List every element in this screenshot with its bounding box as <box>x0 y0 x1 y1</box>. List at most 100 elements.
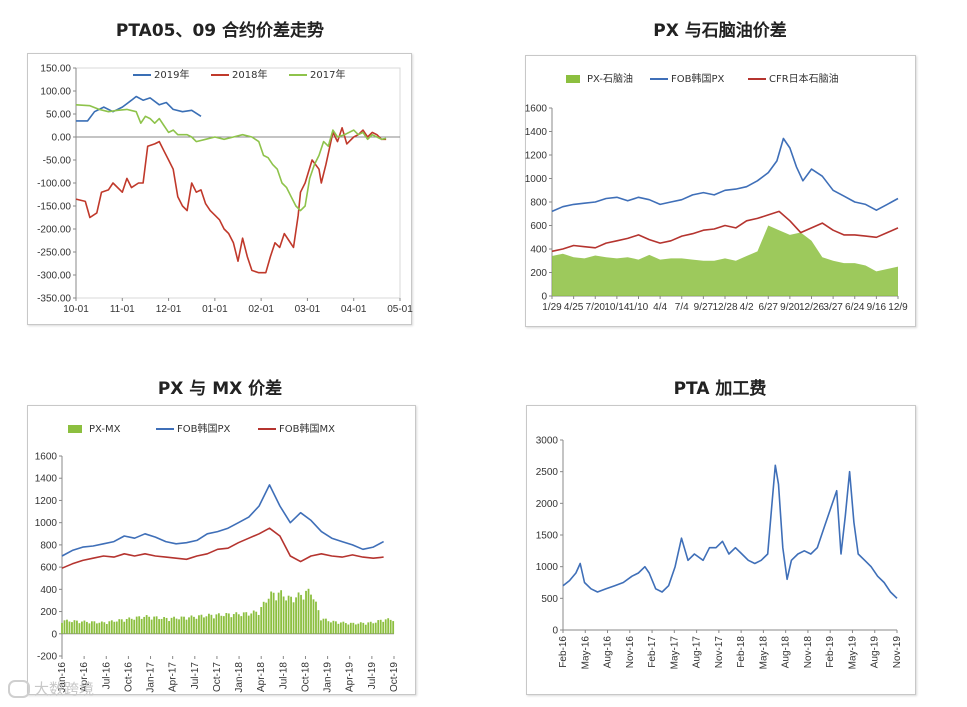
series-bar <box>180 616 183 634</box>
y-tick-label: 1600 <box>35 452 58 463</box>
series-bar <box>272 592 275 634</box>
legend-label: FOB韩国PX <box>177 422 231 435</box>
x-tick-label: 12-01 <box>156 304 182 315</box>
x-tick-label: 01-01 <box>202 304 228 315</box>
legend-label: 2017年 <box>310 68 345 81</box>
x-tick-label: 6/27 <box>759 302 779 313</box>
series-bar <box>138 616 141 634</box>
series-line <box>61 527 384 569</box>
x-tick-label: May-19 <box>847 636 858 670</box>
series-bar <box>374 622 377 634</box>
series-bar <box>327 621 330 634</box>
series-bar <box>81 621 83 634</box>
series-bar <box>372 623 375 634</box>
series-bar <box>292 602 295 634</box>
series-bar <box>205 616 208 634</box>
y-tick-label: 1000 <box>35 518 58 529</box>
y-tick-label: 2000 <box>536 499 559 510</box>
y-tick-label: 0 <box>552 626 558 637</box>
series-bar <box>173 616 175 634</box>
series-bar <box>339 622 342 634</box>
y-tick-label: 1000 <box>536 562 559 573</box>
series-bar <box>198 615 200 634</box>
series-bar <box>158 619 161 634</box>
series-bar <box>90 621 93 634</box>
x-tick-label: May-17 <box>669 636 680 670</box>
legend-swatch <box>68 425 82 433</box>
y-tick-label: -350.00 <box>37 294 71 305</box>
series-bar <box>195 618 198 634</box>
x-tick-label: 4/4 <box>653 302 667 313</box>
x-tick-label: 9/20 <box>780 302 800 313</box>
series-bar <box>78 623 81 634</box>
series-line <box>61 484 384 557</box>
series-bar <box>175 618 178 634</box>
series-bar <box>302 599 305 634</box>
series-bar <box>377 620 380 634</box>
chart-panel-pta-spread: 150.00 100.00 50.00 0.00 -50.00 -100.00 -150.0… <box>27 53 413 325</box>
series-bar <box>115 621 118 634</box>
series-bar <box>103 622 106 634</box>
x-tick-label: Aug-19 <box>870 636 881 669</box>
x-tick-label: Apr-17 <box>168 662 179 692</box>
series-bar <box>359 622 362 634</box>
series-bar <box>203 617 205 634</box>
series-bar <box>88 623 91 634</box>
series-bar <box>222 616 225 634</box>
x-tick-label: May-16 <box>580 636 591 670</box>
x-tick-label: 9/16 <box>867 302 887 313</box>
series-bar <box>225 612 228 634</box>
x-tick-label: Jul-17 <box>190 662 201 690</box>
y-tick-label: 500 <box>541 594 558 605</box>
chart-panel-px-mx: 1600 1400 1200 1000 800 600 400 200 0 -200 Jan-16 A… <box>27 405 416 695</box>
y-tick-label: 200 <box>40 607 57 618</box>
x-tick-label: Jan-16 <box>57 662 68 693</box>
y-tick-label: 1000 <box>525 174 548 185</box>
series-bar <box>128 617 131 634</box>
series-bar <box>277 592 280 634</box>
series-bar <box>347 624 350 634</box>
series-bar <box>237 614 240 634</box>
series-bar <box>315 601 317 634</box>
x-tick-label: 02-01 <box>248 304 274 315</box>
x-tick-label: Oct-17 <box>212 662 223 692</box>
y-tick-label: 100.00 <box>40 87 71 98</box>
y-tick-label: 1600 <box>525 104 548 115</box>
series-bar <box>242 612 245 634</box>
series-bar <box>76 620 78 634</box>
series-bar <box>379 619 382 634</box>
series-bar <box>208 613 210 634</box>
series-bar <box>150 619 153 634</box>
series-bar <box>200 614 203 634</box>
series-bar <box>384 619 387 634</box>
series-bar <box>63 620 66 634</box>
series-bar <box>312 599 315 634</box>
series-bar <box>332 620 335 634</box>
series-bar <box>270 591 273 634</box>
x-tick-label: 12/28 <box>712 302 737 313</box>
chart-title-px-naphtha: PX 与石脑油价差 <box>653 21 787 41</box>
series-bar <box>178 619 180 634</box>
x-tick-label: Oct-18 <box>300 662 311 692</box>
series-bar <box>267 598 270 634</box>
series-bar <box>305 590 307 634</box>
x-tick-label: 12/9 <box>888 302 908 313</box>
series-bar <box>382 621 385 634</box>
x-tick-label: Feb-18 <box>736 636 747 668</box>
series-bar <box>153 616 156 634</box>
series-bar <box>232 614 235 634</box>
series-bar <box>357 623 360 634</box>
x-tick-label: Jan-18 <box>234 662 245 693</box>
legend-label: FOB韩国MX <box>279 422 335 435</box>
y-tick-label: 0 <box>541 292 547 303</box>
series-bar <box>98 622 101 634</box>
legend-label: PX-石脑油 <box>587 72 633 85</box>
y-tick-label: 50.00 <box>46 110 71 121</box>
series-bar <box>148 616 151 634</box>
series-bar <box>190 615 193 634</box>
watermark: 大数跨境 <box>8 678 94 699</box>
series-bar <box>71 622 73 634</box>
series-bar <box>143 616 146 634</box>
series-bar <box>285 600 287 634</box>
series-line <box>75 127 387 274</box>
